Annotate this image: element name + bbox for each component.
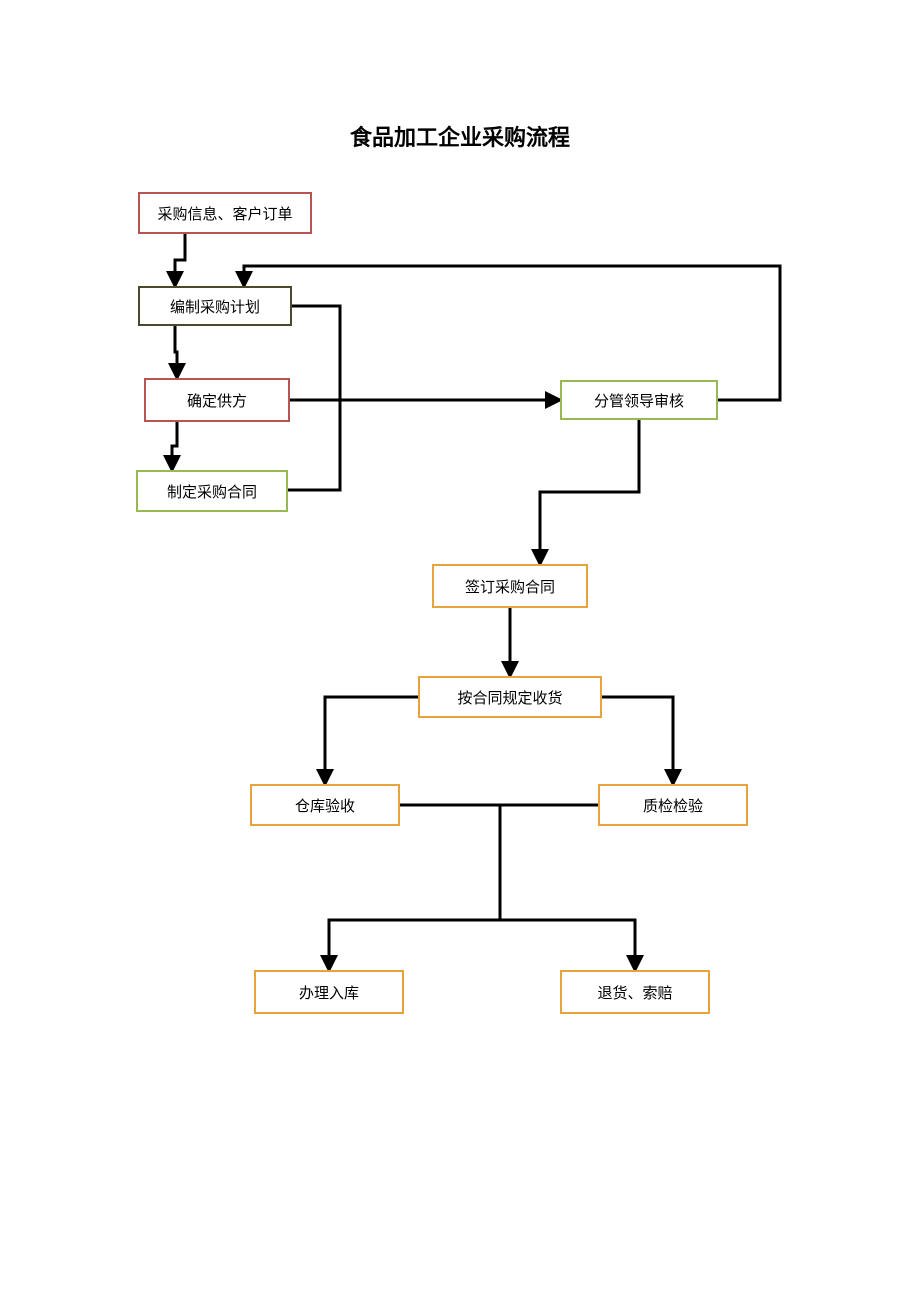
- flowchart-node-n7: 按合同规定收货: [418, 676, 602, 718]
- node-label: 制定采购合同: [167, 481, 257, 502]
- node-label: 仓库验收: [295, 795, 355, 816]
- flowchart-node-n3: 确定供方: [144, 378, 290, 422]
- flowchart-node-n6: 签订采购合同: [432, 564, 588, 608]
- node-label: 办理入库: [299, 982, 359, 1003]
- node-label: 分管领导审核: [594, 390, 684, 411]
- node-label: 确定供方: [187, 390, 247, 411]
- flowchart-node-n5: 分管领导审核: [560, 380, 718, 420]
- node-label: 退货、索赔: [597, 982, 672, 1003]
- flowchart-node-n8: 仓库验收: [250, 784, 400, 826]
- node-label: 质检检验: [643, 795, 703, 816]
- flowchart-node-n11: 退货、索赔: [560, 970, 710, 1014]
- node-label: 按合同规定收货: [457, 687, 562, 708]
- node-label: 编制采购计划: [170, 296, 260, 317]
- flowchart-node-n10: 办理入库: [254, 970, 404, 1014]
- node-label: 签订采购合同: [465, 576, 555, 597]
- flowchart-node-n4: 制定采购合同: [136, 470, 288, 512]
- flowchart-node-n2: 编制采购计划: [138, 286, 292, 326]
- page-title: 食品加工企业采购流程: [0, 120, 920, 152]
- flowchart-node-n1: 采购信息、客户订单: [138, 192, 312, 234]
- node-label: 采购信息、客户订单: [157, 203, 292, 224]
- flowchart-node-n9: 质检检验: [598, 784, 748, 826]
